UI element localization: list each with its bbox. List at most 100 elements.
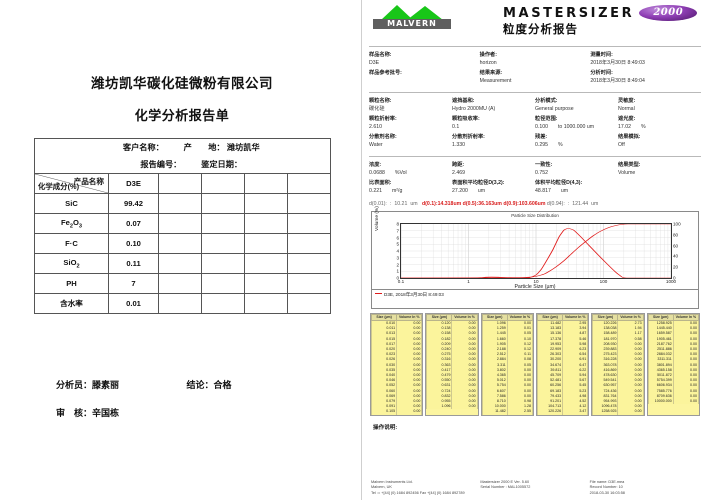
volume-cell: 2.95	[562, 320, 589, 327]
empty-cell	[286, 193, 332, 214]
table-row: 0.010 0.00	[370, 320, 423, 327]
table-row: 0.832 0.00	[426, 393, 478, 400]
empty-cell	[286, 233, 332, 254]
chart-x-tick: 10	[533, 279, 539, 284]
volume-cell: 0.00	[672, 378, 699, 384]
analyst-label: 分析员：滕素丽	[56, 380, 120, 390]
origin-label: 产 地：	[183, 143, 225, 152]
table-row: 239.883 0.00	[592, 347, 644, 353]
volume-cell: 0.00	[451, 352, 478, 358]
table-row: 0.091 0.00	[370, 404, 423, 410]
table-row: Fe2O3 0.07	[34, 213, 332, 234]
volume-cell: 0.00	[396, 383, 423, 389]
accessory-label: 遮挡基和:	[452, 98, 475, 104]
sample-name-value: D3E	[369, 60, 380, 66]
statistics-grid: 浓度: 0.0688 %Vol 比表面积: 0.221 m²/g 跨距: 2.469…	[369, 161, 701, 197]
residual-value: 0.295%	[535, 142, 563, 148]
size-cell: 11.482	[481, 409, 508, 415]
empty-cell	[286, 173, 332, 194]
volume-cell: 0.00	[396, 341, 423, 348]
dispersant-name-value: Water	[369, 142, 383, 148]
volume-cell: 0.00	[617, 352, 644, 358]
table-row: 11.482 2.95	[536, 320, 589, 327]
volume-cell: 0.05	[506, 362, 533, 368]
volume-cell: 4.52	[562, 399, 589, 405]
sample-col-1: 样品名称: D3E 样品参考批号:	[369, 51, 480, 87]
volume-cell: 0.00	[617, 404, 644, 410]
table-row: 181.970 0.58	[592, 336, 644, 342]
row-label-ph: PH	[34, 273, 109, 294]
table-row: 5.012 0.00	[481, 378, 533, 384]
size-table: Size (µm) Volume In % 1.096 0.00 1.259 0.01 1.…	[481, 314, 533, 415]
table-row: 11.482 2.55	[481, 409, 533, 415]
specific-surface-label: 比表面积:	[369, 180, 392, 186]
volume-cell: 0.00	[617, 399, 644, 405]
table-row: 1.905 0.12	[481, 341, 533, 348]
volume-cell: 0.00	[617, 367, 644, 374]
table-row: 产品名称 化学成分(%) D3E	[34, 173, 332, 194]
chart-x-tick: 1	[467, 279, 470, 284]
table-row: 0.479 0.00	[426, 373, 478, 379]
volume-cell: 0.98	[506, 399, 533, 405]
result-type-label: 结果类型:	[618, 162, 641, 168]
size-table: Size (µm) Volume In % 0.120 0.00 0.138 0.00 0.…	[426, 314, 478, 410]
table-row: 0.052 0.00	[370, 383, 423, 389]
volume-cell: 0.12	[506, 341, 533, 348]
sample-info-grid: 样品名称: D3E 样品参考批号: 操作者: horizon 结果来源: Mea…	[369, 51, 701, 87]
report-subtitle: 粒度分析报告	[503, 24, 578, 36]
row-label-fc: F·C	[34, 233, 109, 254]
conclusion-label: 结论：合格	[186, 380, 232, 390]
d32-label: 表面积平均粒径D(3,2):	[452, 180, 505, 186]
volume-cell: 0.00	[396, 367, 423, 374]
volume-cell: 0.00	[396, 347, 423, 353]
volume-cell: 0.00	[451, 362, 478, 368]
measure-time-label: 测量时间:	[590, 52, 613, 58]
volume-cell: 0.00	[396, 388, 423, 394]
legend-label: D3E, 2018年3月30日 8:49:03	[384, 292, 444, 297]
table-row: 17.378 5.46	[536, 336, 589, 342]
d001-sep: :	[389, 201, 392, 207]
particle-ri-label: 颗粒折射率:	[369, 116, 397, 122]
volume-cell: 0.00	[396, 399, 423, 405]
d09-key: d(0.9):	[503, 201, 519, 207]
table-row: 8.710 0.98	[481, 399, 533, 405]
table-row: 0.631 0.00	[426, 383, 478, 389]
sample-col-3: 测量时间: 2018年3月30日 8:49:03 分析时间: 2018年3月30…	[590, 51, 701, 87]
dispersant-name-label: 分散剂名称:	[369, 134, 397, 140]
size-cell: 1.096	[426, 404, 453, 410]
table-row: 19.953 5.98	[536, 341, 589, 348]
report-header: MALVERN MASTERSIZER 2000 粒度分析报告	[363, 0, 707, 44]
table-row: 1096.478 0.00	[592, 404, 644, 410]
properties-section: 颗粒名称: 碳化硅 颗粒折射率: 2.610 分散剂名称: Water 遮挡基和…	[363, 95, 707, 154]
customer-label: 客户名称：	[122, 143, 164, 152]
particle-absorption-label: 颗粒吸收率:	[452, 116, 480, 122]
table-row: 0.030 0.00	[370, 362, 423, 368]
volume-cell: 0.00	[672, 347, 699, 353]
volume-cell: 0.10	[506, 336, 533, 342]
volume-cell: 0.00	[617, 388, 644, 394]
volume-cell: 0.00	[672, 326, 699, 332]
chart-y-tick: 7	[396, 228, 399, 234]
volume-cell: 0.08	[506, 357, 533, 363]
result-source-label: 结果来源:	[479, 70, 503, 76]
volume-cell: 1.28	[506, 404, 533, 410]
volume-cell: 0.00	[672, 336, 699, 342]
volume-cell: 0.00	[451, 320, 478, 327]
empty-cell	[244, 193, 288, 214]
size-table-block: Size (µm) Volume In % 11.482 2.95 13.183 3.94…	[535, 313, 590, 416]
table-row: 158.489 1.17	[592, 331, 644, 337]
empty-cell	[244, 233, 288, 254]
divider	[369, 46, 701, 47]
volume-cell: 0.00	[617, 378, 644, 384]
table-row: 10.000 1.28	[481, 404, 533, 410]
table-row: 120.226 3.47	[536, 409, 589, 415]
table-row: 104.713 4.12	[536, 404, 589, 410]
table-row: 0.035 0.00	[370, 367, 423, 374]
operation-note-label: 操作说明:	[373, 424, 398, 431]
size-cell: 10000.000	[647, 399, 674, 405]
volume-cell: 0.00	[672, 352, 699, 358]
chart-y-tick: 2	[396, 262, 399, 267]
table-row: 2.512 0.11	[481, 352, 533, 358]
prop-col-1: 颗粒名称: 碳化硅 颗粒折射率: 2.610 分散剂名称: Water	[369, 97, 452, 151]
